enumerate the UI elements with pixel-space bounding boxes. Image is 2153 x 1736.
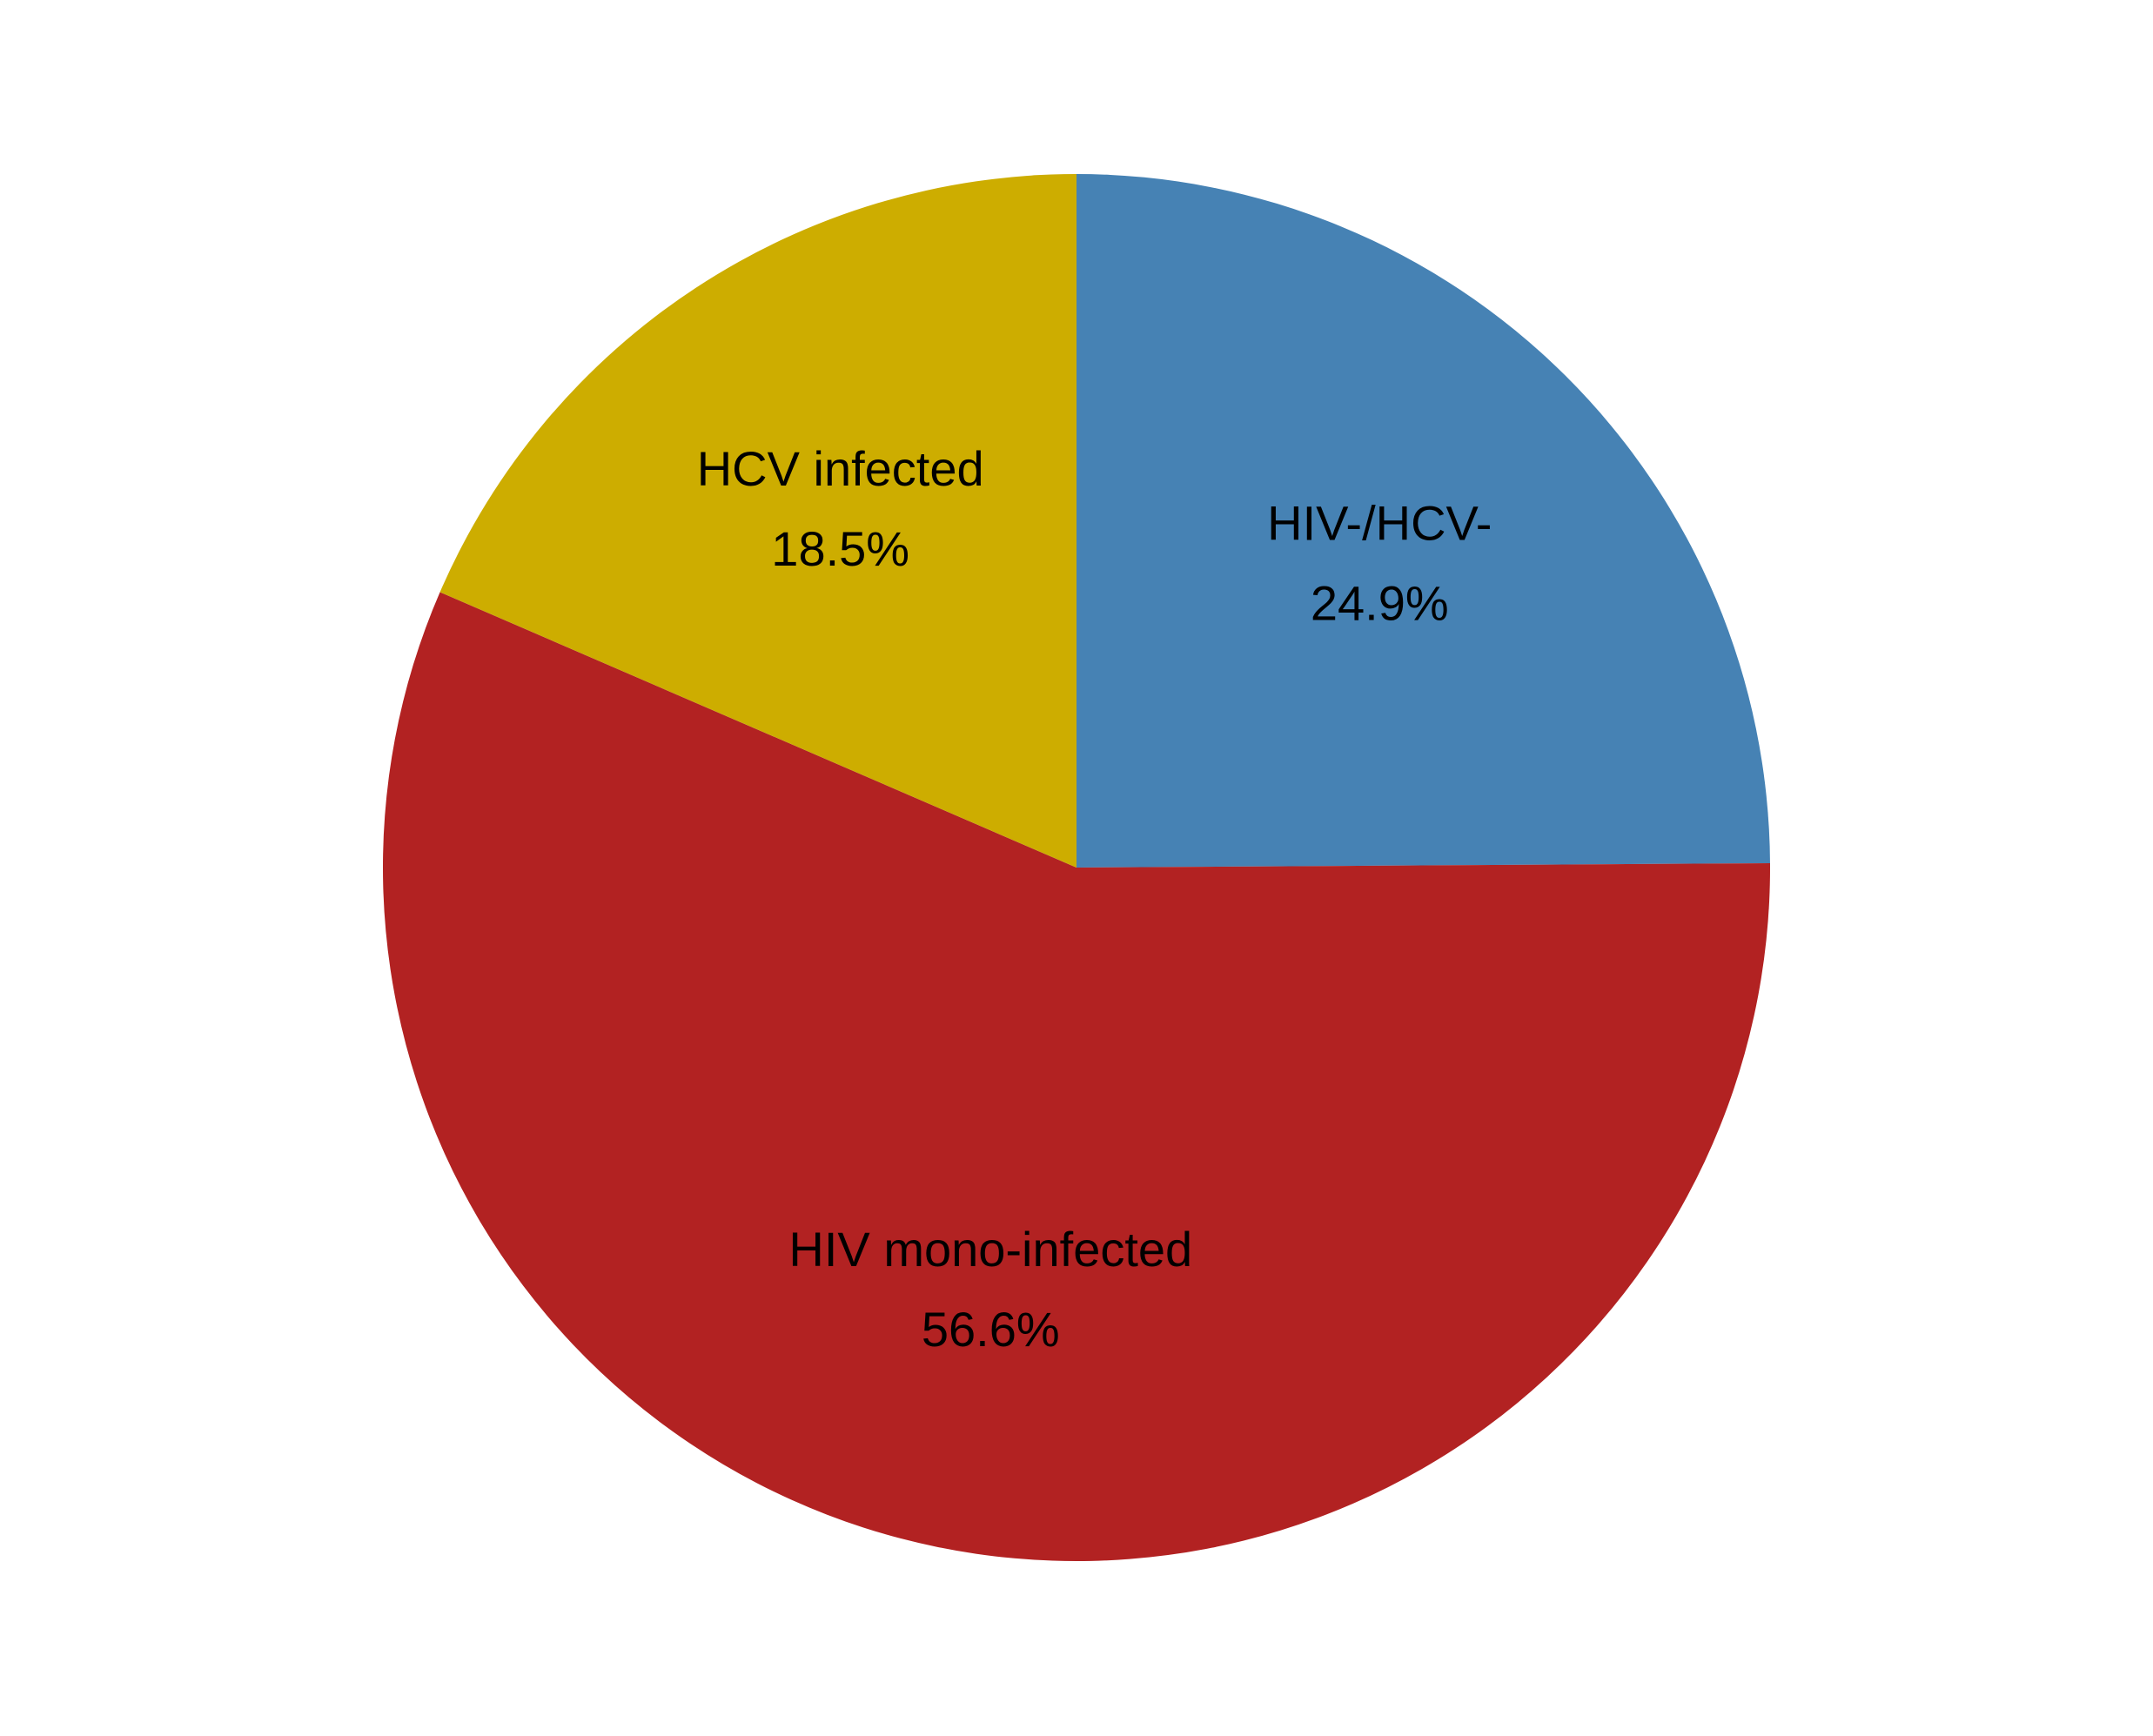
- pie-slice-1: [382, 592, 1770, 1562]
- pie-labels: HIV-/HCV- 24.9% HIV mono-infected 56.6% HCV …: [697, 441, 1492, 1357]
- slice-value-label-1: 56.6%: [922, 1302, 1060, 1357]
- slice-value-label-0: 24.9%: [1311, 576, 1449, 631]
- pie-slice-2: [439, 174, 1076, 868]
- pie-slices: [382, 174, 1770, 1562]
- slice-label-1: HIV mono-infected: [788, 1222, 1192, 1277]
- slice-value-label-2: 18.5%: [771, 521, 909, 576]
- slice-label-0: HIV-/HCV-: [1267, 496, 1492, 551]
- pie-slice-0: [1076, 174, 1770, 868]
- slice-label-2: HCV infected: [697, 441, 984, 496]
